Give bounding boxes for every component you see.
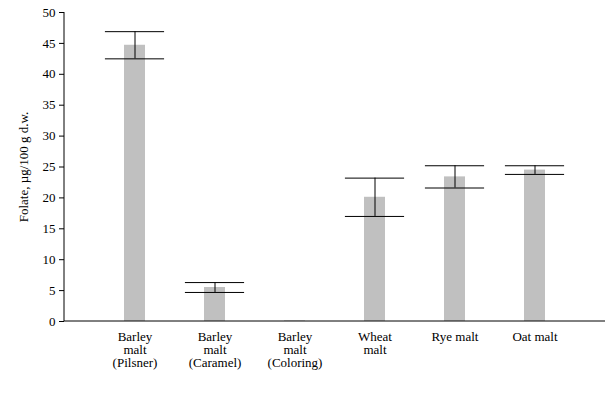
svg-text:10: 10 <box>43 252 56 267</box>
svg-text:20: 20 <box>43 190 56 205</box>
svg-text:45: 45 <box>43 36 56 51</box>
svg-text:Folate, µg/100 g d.w.: Folate, µg/100 g d.w. <box>16 112 31 223</box>
svg-text:25: 25 <box>43 159 56 174</box>
svg-text:15: 15 <box>43 221 56 236</box>
svg-text:5: 5 <box>49 283 56 298</box>
svg-text:0: 0 <box>49 314 56 329</box>
svg-text:35: 35 <box>43 97 56 112</box>
svg-text:Rye malt: Rye malt <box>432 329 479 344</box>
svg-text:40: 40 <box>43 66 56 81</box>
svg-text:Barleymalt(Pilsner): Barleymalt(Pilsner) <box>113 329 158 370</box>
svg-text:Barleymalt(Caramel): Barleymalt(Caramel) <box>189 329 242 370</box>
svg-text:Oat malt: Oat malt <box>512 329 558 344</box>
svg-text:Barleymalt(Coloring): Barleymalt(Coloring) <box>268 329 323 370</box>
svg-text:50: 50 <box>43 5 56 20</box>
svg-text:30: 30 <box>43 128 56 143</box>
svg-text:Wheatmalt: Wheatmalt <box>358 329 392 357</box>
